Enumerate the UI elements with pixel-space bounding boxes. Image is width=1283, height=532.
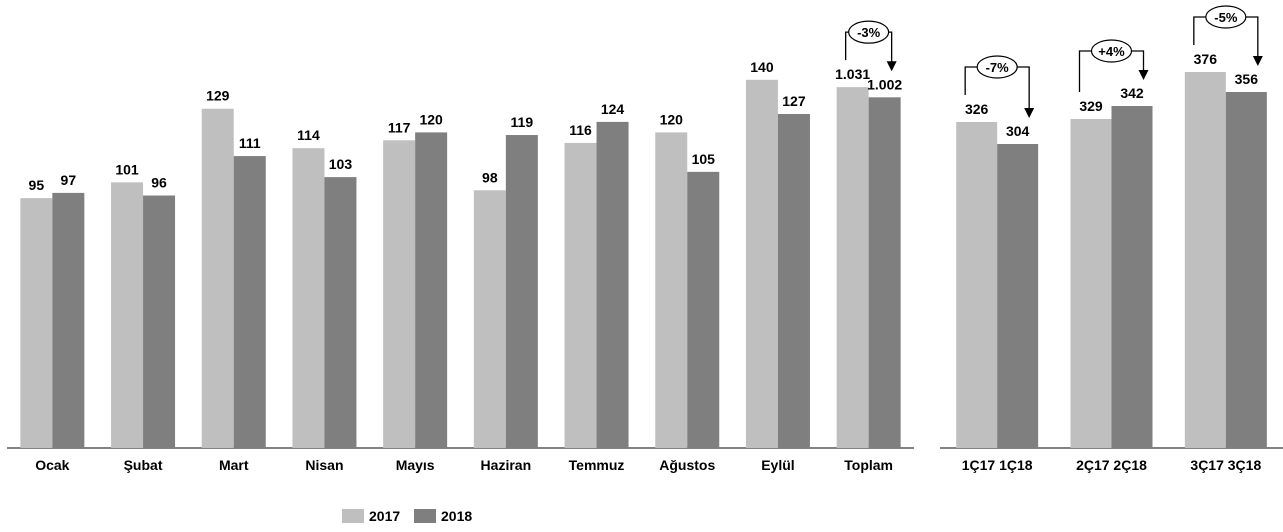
legend-label-2018: 2018 (441, 508, 472, 524)
bar-2017-toplam (836, 87, 869, 449)
bar-2018-1c17-1c18 (997, 144, 1039, 448)
value-label-2017-temmuz: 116 (569, 122, 592, 138)
change-bubble-3c17-3c18 (1205, 5, 1247, 29)
change-label-1c17-1c18: -7% (986, 60, 1010, 75)
value-label-2018-toplam: 1.002 (867, 76, 902, 92)
value-label-2018-ocak: 97 (61, 172, 77, 188)
value-label-2018-mart: 111 (239, 135, 261, 151)
monthly-chart: Ocak 95 97 Şubat 101 96 Mart 129 111 Nisan 114 103 M… (7, 20, 914, 473)
change-arrow-head-1c17-1c18 (1024, 108, 1035, 118)
value-label-2017-mart: 129 (206, 88, 230, 104)
change-arrow-head-2c17-2c18 (1138, 70, 1149, 80)
value-label-2018-mayis: 120 (419, 111, 443, 127)
change-label-3c17-3c18: -5% (1214, 10, 1238, 25)
quarterly-chart: 1Ç17 1Ç18 326 304 -7% 2Ç17 2Ç18 329 342 +4% 3Ç17… (940, 5, 1283, 473)
category-label-toplam: Toplam (844, 457, 893, 473)
bar-2018-subat (143, 195, 176, 448)
category-label-2c17-2c18: 2Ç17 2Ç18 (1076, 457, 1147, 473)
legend-swatch-2017 (342, 509, 364, 523)
bar-2018-3c17-3c18 (1225, 92, 1267, 448)
change-bubble-toplam (848, 20, 890, 44)
bar-2017-haziran (473, 190, 506, 448)
category-label-agustos: Ağustos (659, 457, 715, 473)
value-label-2018-haziran: 119 (511, 114, 534, 130)
change-bubble-1c17-1c18 (976, 55, 1018, 79)
bar-2017-temmuz (564, 142, 597, 449)
legend: 2017 2018 (342, 508, 472, 524)
category-label-subat: Şubat (124, 457, 163, 473)
value-label-2018-subat: 96 (151, 175, 167, 191)
bar-2017-2c17-2c18 (1070, 119, 1112, 448)
bar-2018-2c17-2c18 (1111, 106, 1153, 448)
bar-2018-mart (233, 156, 266, 448)
change-label-toplam: -3% (857, 25, 881, 40)
value-label-2017-subat: 101 (115, 161, 139, 177)
value-label-2018-agustos: 105 (692, 151, 716, 167)
value-label-2018-3c17-3c18: 356 (1235, 71, 1259, 87)
bar-2017-ocak (20, 198, 53, 448)
value-label-2017-1c17-1c18: 326 (965, 101, 989, 117)
bar-2018-temmuz (596, 121, 629, 448)
bar-2017-3c17-3c18 (1184, 72, 1226, 448)
category-label-mart: Mart (219, 457, 249, 473)
bar-2017-1c17-1c18 (956, 122, 998, 448)
bar-2017-nisan (292, 148, 325, 448)
value-label-2017-eylul: 140 (750, 59, 774, 75)
change-arrow-head-toplam (886, 61, 897, 72)
category-label-nisan: Nisan (305, 457, 343, 473)
change-bubble-2c17-2c18 (1090, 39, 1133, 63)
value-label-2018-eylul: 127 (782, 93, 806, 109)
value-label-2017-mayis: 117 (388, 119, 411, 135)
value-label-2017-nisan: 114 (297, 127, 320, 143)
category-label-temmuz: Temmuz (569, 457, 625, 473)
bar-2018-toplam (868, 97, 901, 449)
category-label-haziran: Haziran (481, 457, 532, 473)
bar-2018-mayis (415, 132, 448, 448)
value-label-2018-temmuz: 124 (601, 101, 625, 117)
bar-2017-mart (201, 108, 234, 448)
bar-2017-mayis (383, 140, 416, 449)
category-label-ocak: Ocak (35, 457, 69, 473)
bar-2018-eylul (777, 113, 810, 449)
bar-2017-eylul (745, 79, 778, 449)
legend-label-2017: 2017 (369, 508, 400, 524)
value-label-2018-2c17-2c18: 342 (1120, 85, 1144, 101)
bar-2018-nisan (324, 177, 357, 449)
value-label-2017-3c17-3c18: 376 (1194, 51, 1218, 67)
category-label-1c17-1c18: 1Ç17 1Ç18 (962, 457, 1033, 473)
value-label-2017-2c17-2c18: 329 (1079, 98, 1103, 114)
value-label-2017-haziran: 98 (482, 169, 498, 185)
value-label-2017-toplam: 1.031 (835, 66, 870, 82)
bar-2018-ocak (52, 192, 85, 448)
bar-2018-agustos (687, 171, 720, 448)
value-label-2017-agustos: 120 (660, 111, 684, 127)
legend-swatch-2018 (414, 509, 436, 523)
value-label-2018-nisan: 103 (329, 156, 353, 172)
change-label-2c17-2c18: +4% (1098, 44, 1125, 59)
bar-2018-haziran (505, 135, 538, 448)
category-label-eylul: Eylül (761, 457, 794, 473)
category-label-3c17-3c18: 3Ç17 3Ç18 (1190, 457, 1261, 473)
category-label-mayis: Mayıs (396, 457, 435, 473)
bar-2017-subat (111, 182, 144, 448)
value-label-2018-1c17-1c18: 304 (1006, 123, 1030, 139)
change-arrow-head-3c17-3c18 (1252, 56, 1263, 66)
bar-2017-agustos (655, 132, 688, 448)
value-label-2017-ocak: 95 (29, 177, 45, 193)
